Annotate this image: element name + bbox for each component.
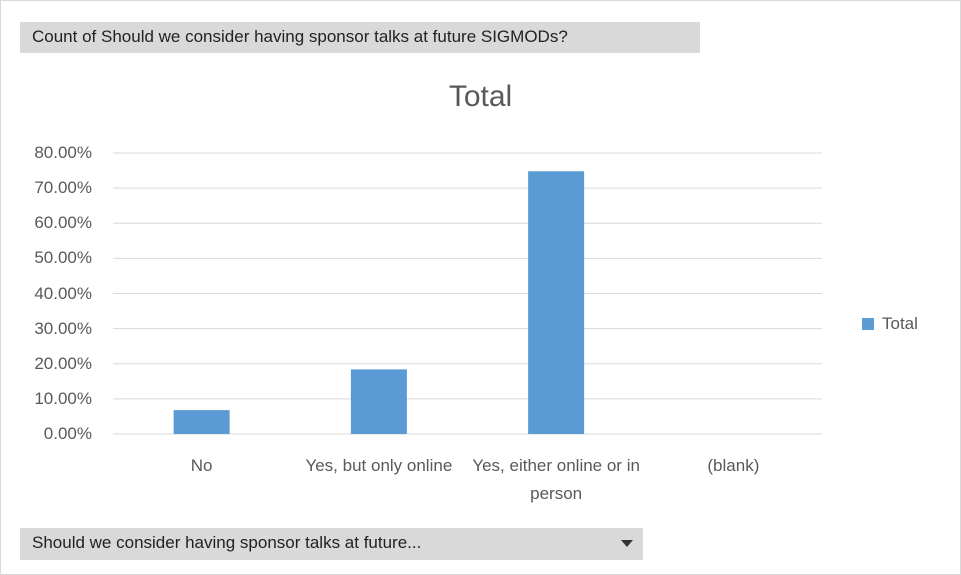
legend-label: Total [882,314,918,333]
x-tick-label: (blank) [707,456,760,475]
axis-field-label: Should we consider having sponsor talks … [32,533,422,552]
y-tick-label: 20.00% [34,353,92,373]
y-tick-label: 30.00% [34,318,92,338]
legend-swatch [862,318,874,330]
y-tick-label: 0.00% [43,424,92,443]
y-tick-label: 70.00% [34,178,92,198]
bar [173,410,230,434]
y-tick-label: 40.00% [34,283,92,303]
bar [350,369,407,434]
bar [528,171,585,434]
axis-field-button[interactable]: Should we consider having sponsor talks … [20,528,643,560]
x-tick-label: No [190,456,213,475]
x-tick-label: Yes, either online or in person [472,456,640,503]
value-field-button[interactable]: Count of Should we consider having spons… [20,22,700,53]
y-tick-label: 10.00% [34,388,92,408]
y-tick-label: 80.00% [34,143,92,162]
chart-title: Total [448,80,513,113]
y-tick-label: 50.00% [34,248,92,268]
x-tick-label: Yes, but only online [305,456,453,475]
y-tick-label: 60.00% [34,213,92,233]
dropdown-arrow [621,540,633,547]
